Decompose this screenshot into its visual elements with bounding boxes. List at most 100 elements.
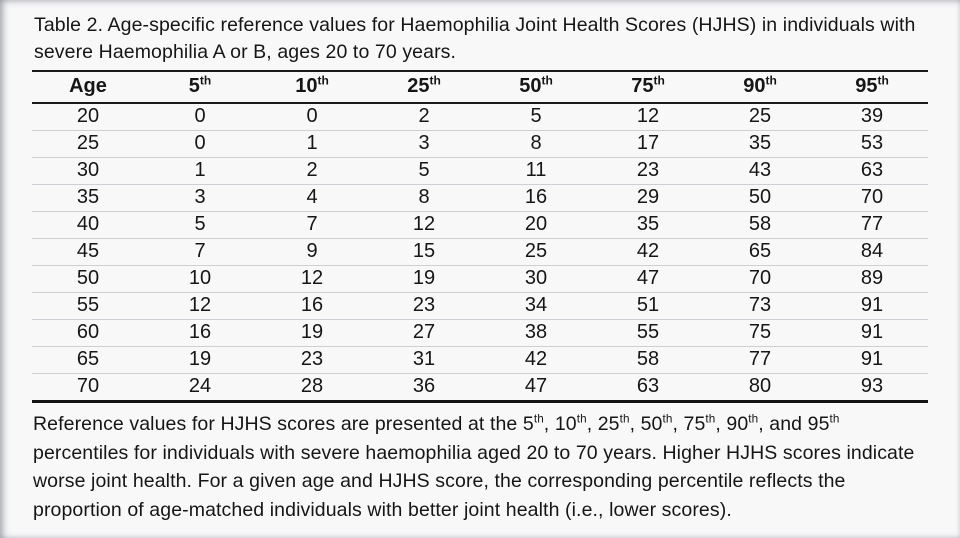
column-header-95: 95th [816,72,928,104]
footnote-superscript: th [748,412,759,426]
value-cell: 70 [704,265,816,293]
column-header-label: Age [69,75,107,97]
value-cell: 25 [748,105,772,127]
footnote-superscript: th [533,412,544,426]
footnote-superscript: th [619,412,630,426]
header-row: Age 5th 10th 25th 50th 75th 90th 95th [32,72,928,104]
value-cell: 23 [256,346,368,374]
value-cell: 36 [368,373,480,402]
value-cell: 89 [816,265,928,293]
value-cell: 10 [144,265,256,293]
value-cell: 19 [144,346,256,374]
column-header-superscript: th [317,73,329,88]
value-cell: 38 [480,319,592,347]
value-cell: 2 [418,105,430,127]
value-cell: 12 [636,105,660,127]
table-row: 35 3 4 8 16 29 50 70 [32,184,928,212]
value-cell: 12 [144,292,256,320]
column-header-50: 50th [480,72,592,104]
value-cell: 63 [816,157,928,185]
reference-table: Age 5th 10th 25th 50th 75th 90th 95th 20 0 0 2 5 12 2… [32,72,928,403]
column-header-10: 10th [256,72,368,104]
age-cell: 25 [32,130,144,158]
value-cell: 91 [816,346,928,374]
value-cell: 47 [480,373,592,402]
value-cell: 50 [704,184,816,212]
column-header-superscript: th [429,73,441,88]
value-cell: 55 [592,319,704,347]
age-cell: 55 [32,292,144,320]
column-header-age: Age [32,72,144,104]
table-row: 55 12 16 23 34 51 73 91 [32,292,928,320]
value-cell: 70 [816,184,928,212]
footnote-superscript: th [829,412,840,426]
table-row: 50 10 12 19 30 47 70 89 [32,265,928,293]
column-header-90: 90th [704,72,816,104]
value-cell: 15 [368,238,480,266]
age-cell: 60 [32,319,144,347]
value-cell: 4 [256,184,368,212]
value-cell: 47 [592,265,704,293]
footnote-text: , 10 [543,413,577,435]
age-cell: 65 [32,346,144,374]
value-cell: 0 [194,105,206,127]
table-header: Age 5th 10th 25th 50th 75th 90th 95th [32,72,928,104]
column-header-label: 5 [188,75,200,97]
table-row: 25 0 1 3 8 17 35 53 [32,130,928,158]
value-cell: 17 [592,130,704,158]
value-cell: 8 [368,184,480,212]
value-cell: 75 [704,319,816,347]
value-cell: 9 [256,238,368,266]
table-row: 30 1 2 5 11 23 43 63 [32,157,928,185]
age-cell: 50 [32,265,144,293]
age-cell: 40 [32,211,144,239]
value-cell: 25 [480,238,592,266]
age-cell: 35 [32,184,144,212]
column-header-superscript: th [653,73,665,88]
column-header-label: 10 [295,75,318,97]
value-cell: 23 [368,292,480,320]
value-cell: 20 [480,211,592,239]
table-body: 20 0 0 2 5 12 25 39 25 0 1 3 8 17 35 53 30 1 2 5 11 23 43 63 35 3… [32,103,928,402]
value-cell: 51 [592,292,704,320]
value-cell: 8 [480,130,592,158]
value-cell: 84 [816,238,928,266]
table-row: 40 5 7 12 20 35 58 77 [32,211,928,239]
value-cell: 19 [368,265,480,293]
value-cell: 5 [530,105,542,127]
value-cell: 0 [306,105,318,127]
age-cell: 45 [32,238,144,266]
value-cell: 77 [704,346,816,374]
value-cell: 39 [860,105,884,127]
value-cell: 16 [144,319,256,347]
footnote-text: , 90 [715,413,749,435]
value-cell: 3 [368,130,480,158]
footnote-text: , 75 [672,413,706,435]
column-header-label: 90 [743,75,766,97]
value-cell: 35 [592,211,704,239]
value-cell: 7 [144,238,256,266]
footnote-superscript: th [576,412,587,426]
value-cell: 16 [256,292,368,320]
value-cell: 28 [256,373,368,402]
value-cell: 80 [704,373,816,402]
value-cell: 12 [256,265,368,293]
value-cell: 42 [592,238,704,266]
value-cell: 27 [368,319,480,347]
value-cell: 73 [704,292,816,320]
footnote-text: , and 95 [758,413,830,435]
value-cell: 93 [816,373,928,402]
column-header-75: 75th [592,72,704,104]
footnote-text: percentiles for individuals with severe … [33,441,915,521]
value-cell: 12 [368,211,480,239]
value-cell: 7 [256,211,368,239]
value-cell: 16 [480,184,592,212]
table-row: 60 16 19 27 38 55 75 91 [32,319,928,347]
column-header-5: 5th [144,72,256,104]
table-row: 20 0 0 2 5 12 25 39 [32,103,928,131]
value-cell: 63 [592,373,704,402]
column-header-label: 50 [519,75,542,97]
column-header-label: 25 [407,75,430,97]
table-footnote: Reference values for HJHS scores are pre… [32,410,933,524]
